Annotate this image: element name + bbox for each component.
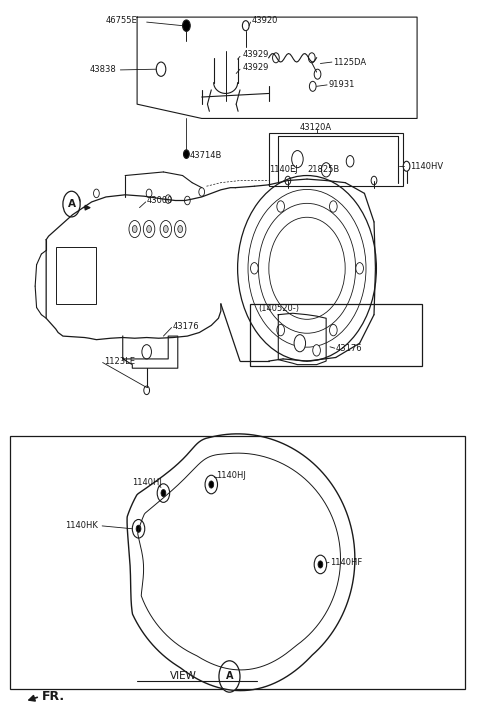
Circle shape	[277, 201, 285, 212]
Text: FR.: FR.	[41, 690, 64, 703]
Text: 1140HJ: 1140HJ	[132, 478, 162, 487]
Bar	[56, 247, 96, 304]
Circle shape	[94, 189, 99, 197]
Text: 21825B: 21825B	[307, 165, 339, 174]
Circle shape	[294, 335, 306, 352]
Circle shape	[356, 262, 363, 274]
Circle shape	[142, 345, 152, 359]
Text: 1123LE: 1123LE	[104, 358, 134, 366]
Circle shape	[157, 484, 169, 503]
Circle shape	[144, 386, 150, 395]
Circle shape	[174, 220, 186, 237]
Circle shape	[205, 475, 217, 494]
Circle shape	[163, 225, 168, 232]
Circle shape	[74, 196, 80, 204]
Text: 43929: 43929	[242, 63, 269, 72]
Bar	[10, 436, 465, 689]
Text: 1140HV: 1140HV	[410, 162, 444, 171]
Circle shape	[292, 151, 303, 168]
Circle shape	[129, 220, 141, 237]
Text: VIEW: VIEW	[170, 671, 197, 681]
Circle shape	[136, 526, 141, 533]
Text: A: A	[226, 671, 233, 681]
Circle shape	[313, 345, 321, 356]
Text: 43929: 43929	[242, 51, 269, 59]
Circle shape	[160, 220, 171, 237]
Text: 1140HK: 1140HK	[65, 521, 98, 530]
Circle shape	[156, 62, 166, 77]
Text: 43000: 43000	[147, 196, 173, 205]
Text: 43838: 43838	[89, 64, 116, 74]
Circle shape	[309, 53, 315, 63]
Circle shape	[310, 82, 316, 92]
Text: 43120A: 43120A	[300, 123, 332, 132]
Text: (140520-): (140520-)	[258, 304, 299, 312]
Circle shape	[209, 481, 214, 488]
Circle shape	[314, 69, 321, 79]
Circle shape	[146, 189, 152, 197]
Text: 43920: 43920	[252, 16, 278, 25]
Circle shape	[165, 194, 171, 203]
Circle shape	[182, 20, 190, 31]
Bar	[269, 133, 403, 186]
Circle shape	[322, 163, 331, 177]
Circle shape	[147, 225, 152, 232]
Text: 1140HF: 1140HF	[330, 558, 362, 567]
Text: A: A	[68, 199, 75, 209]
Circle shape	[219, 661, 240, 692]
Circle shape	[277, 325, 285, 336]
Circle shape	[144, 220, 155, 237]
Circle shape	[183, 150, 189, 159]
Circle shape	[251, 262, 258, 274]
Circle shape	[285, 176, 291, 184]
Circle shape	[346, 156, 354, 167]
Bar	[250, 304, 422, 366]
Circle shape	[273, 53, 279, 63]
Text: 1140EJ: 1140EJ	[269, 165, 298, 174]
Circle shape	[318, 561, 323, 568]
Circle shape	[329, 325, 337, 336]
Circle shape	[161, 490, 166, 497]
Circle shape	[329, 201, 337, 212]
Circle shape	[178, 225, 182, 232]
Text: 43714B: 43714B	[190, 151, 222, 160]
Circle shape	[63, 191, 80, 217]
Circle shape	[184, 196, 190, 204]
Circle shape	[314, 555, 326, 573]
Text: 43176: 43176	[173, 322, 200, 330]
Circle shape	[199, 187, 204, 196]
Circle shape	[242, 21, 249, 31]
Circle shape	[132, 520, 145, 538]
Text: 91931: 91931	[328, 80, 355, 89]
Circle shape	[403, 162, 410, 172]
Text: 46755E: 46755E	[106, 16, 138, 25]
Circle shape	[371, 176, 377, 184]
Text: 1140HJ: 1140HJ	[216, 471, 246, 480]
Text: 43176: 43176	[336, 344, 362, 352]
Circle shape	[132, 225, 137, 232]
Text: 1125DA: 1125DA	[333, 58, 366, 66]
